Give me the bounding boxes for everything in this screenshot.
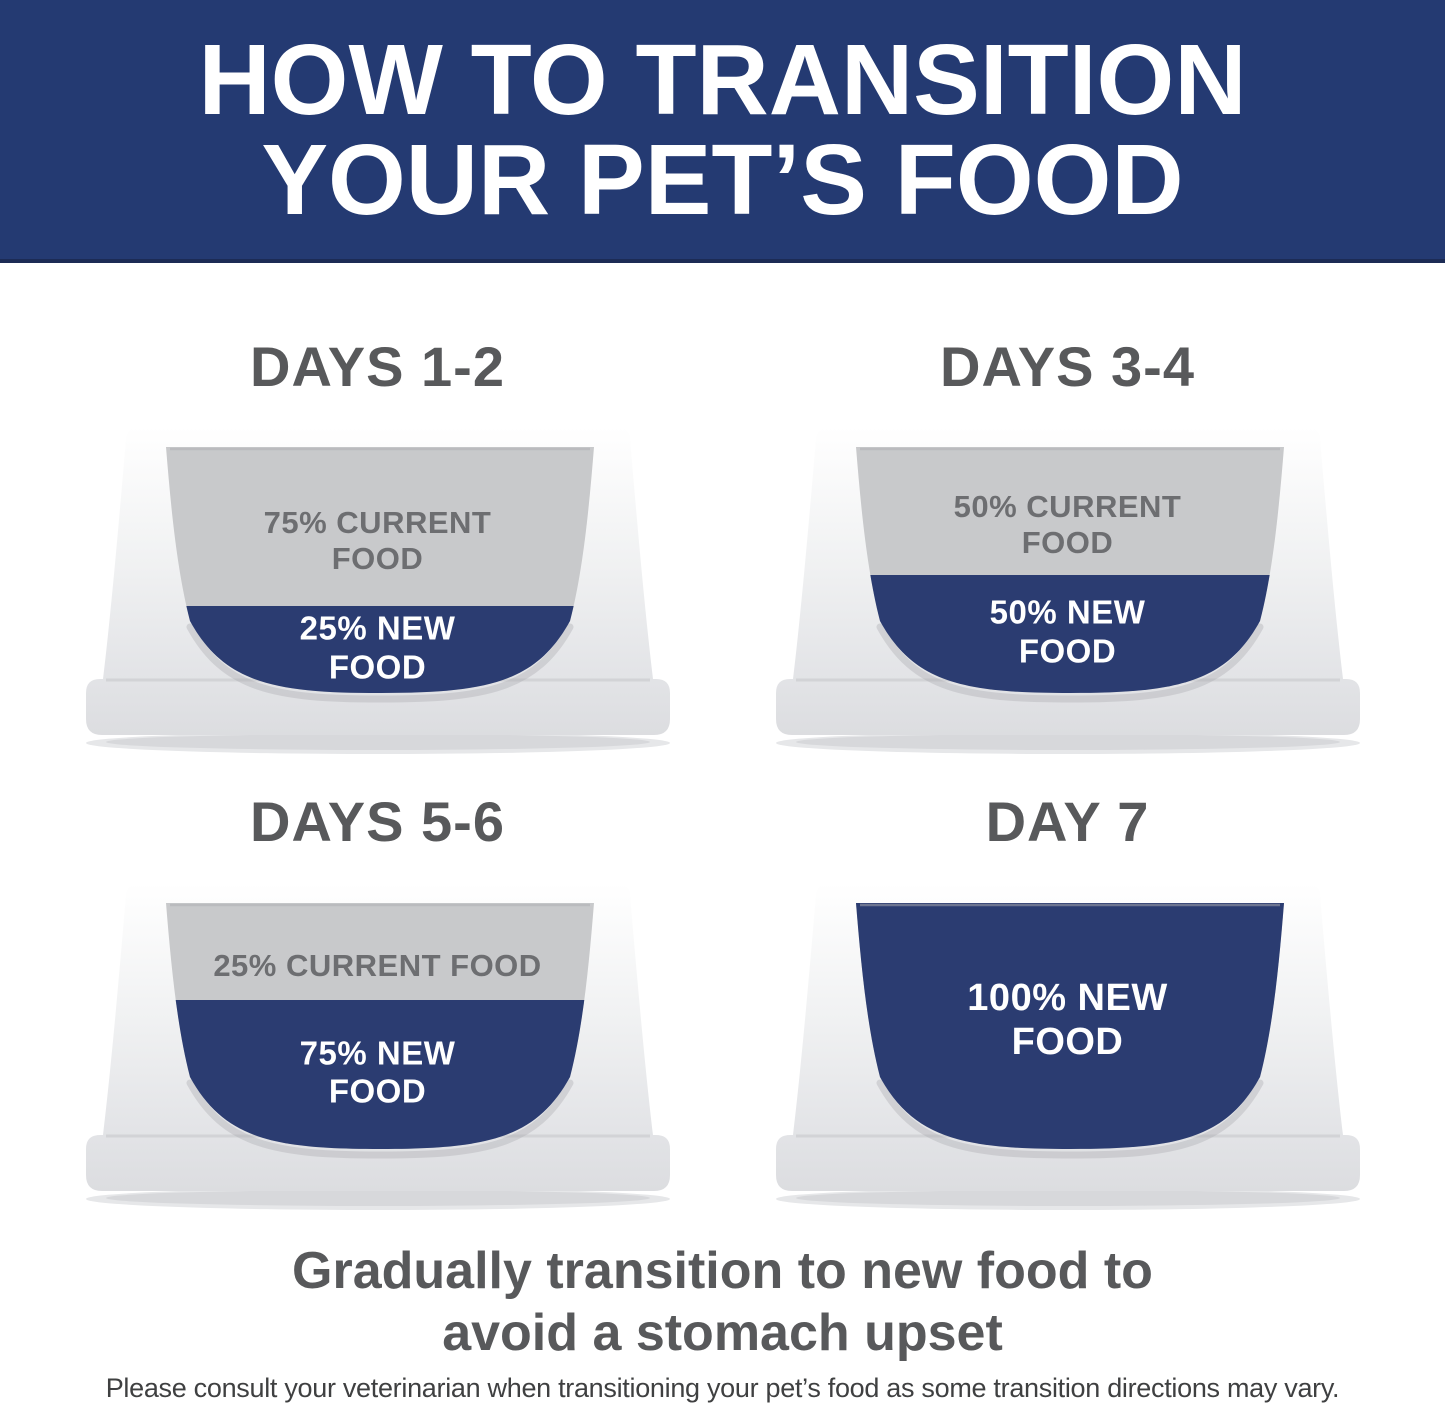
current-food-label: 75% CURRENT FOOD: [78, 505, 678, 577]
header-banner: HOW TO TRANSITION YOUR PET’S FOOD: [0, 0, 1445, 263]
label-line: 25% NEW: [299, 610, 456, 648]
label-line: 100% NEW: [967, 976, 1168, 1019]
label-line: FOOD: [331, 541, 424, 577]
bowl-card-day-7: DAY 7: [768, 790, 1368, 1213]
label-line: 50% CURRENT: [953, 489, 1182, 525]
label-line: FOOD: [1011, 1020, 1124, 1063]
label-line: FOOD: [1018, 632, 1117, 670]
tagline: Gradually transition to new food to avoi…: [0, 1240, 1445, 1365]
page-title: HOW TO TRANSITION YOUR PET’S FOOD: [198, 30, 1246, 230]
food-bowl-graphic: [85, 882, 670, 1210]
bowl-card-days-1-2: DAYS 1-2: [78, 335, 678, 758]
new-food-label: 25% NEW FOOD: [78, 610, 678, 687]
label-line: 75% NEW: [299, 1034, 456, 1072]
food-bowl: 50% CURRENT FOOD 50% NEW FOOD: [768, 413, 1368, 758]
current-food-label: 50% CURRENT FOOD: [768, 489, 1368, 561]
food-bowl-graphic: [85, 427, 670, 755]
bowl-heading: DAYS 3-4: [940, 335, 1195, 398]
tagline-line-2: avoid a stomach upset: [442, 1304, 1003, 1363]
food-bowl: 75% CURRENT FOOD 25% NEW FOOD: [78, 413, 678, 758]
label-line: 50% NEW: [989, 594, 1146, 632]
bowls-grid: DAYS 1-2: [0, 335, 1445, 1214]
food-bowl-graphic: [775, 427, 1360, 755]
bowl-heading: DAYS 1-2: [250, 335, 505, 398]
bowl-heading: DAY 7: [985, 790, 1150, 854]
food-bowl: 25% CURRENT FOOD 75% NEW FOOD: [78, 869, 678, 1214]
food-bowl: 100% NEW FOOD: [768, 869, 1368, 1214]
label-line: 25% CURRENT FOOD: [213, 947, 542, 983]
label-line: 75% CURRENT: [263, 505, 492, 541]
bowl-card-days-3-4: DAYS 3-4: [768, 335, 1368, 758]
label-line: FOOD: [328, 1072, 427, 1110]
tagline-line-1: Gradually transition to new food to: [292, 1241, 1153, 1300]
bowl-heading: DAYS 5-6: [250, 790, 505, 854]
food-bowl-graphic: [775, 882, 1360, 1210]
bowl-card-days-5-6: DAYS 5-6: [78, 790, 678, 1213]
new-food-label: 75% NEW FOOD: [78, 1035, 678, 1112]
page-title-line-1: HOW TO TRANSITION: [198, 23, 1247, 136]
new-food-label: 100% NEW FOOD: [768, 976, 1368, 1064]
page-title-line-2: YOUR PET’S FOOD: [261, 123, 1184, 236]
disclaimer-text: Please consult your veterinarian when tr…: [105, 1372, 1340, 1403]
current-food-label: 25% CURRENT FOOD: [78, 948, 678, 984]
label-line: FOOD: [328, 648, 427, 686]
label-line: FOOD: [1021, 525, 1114, 561]
new-food-label: 50% NEW FOOD: [768, 594, 1368, 671]
